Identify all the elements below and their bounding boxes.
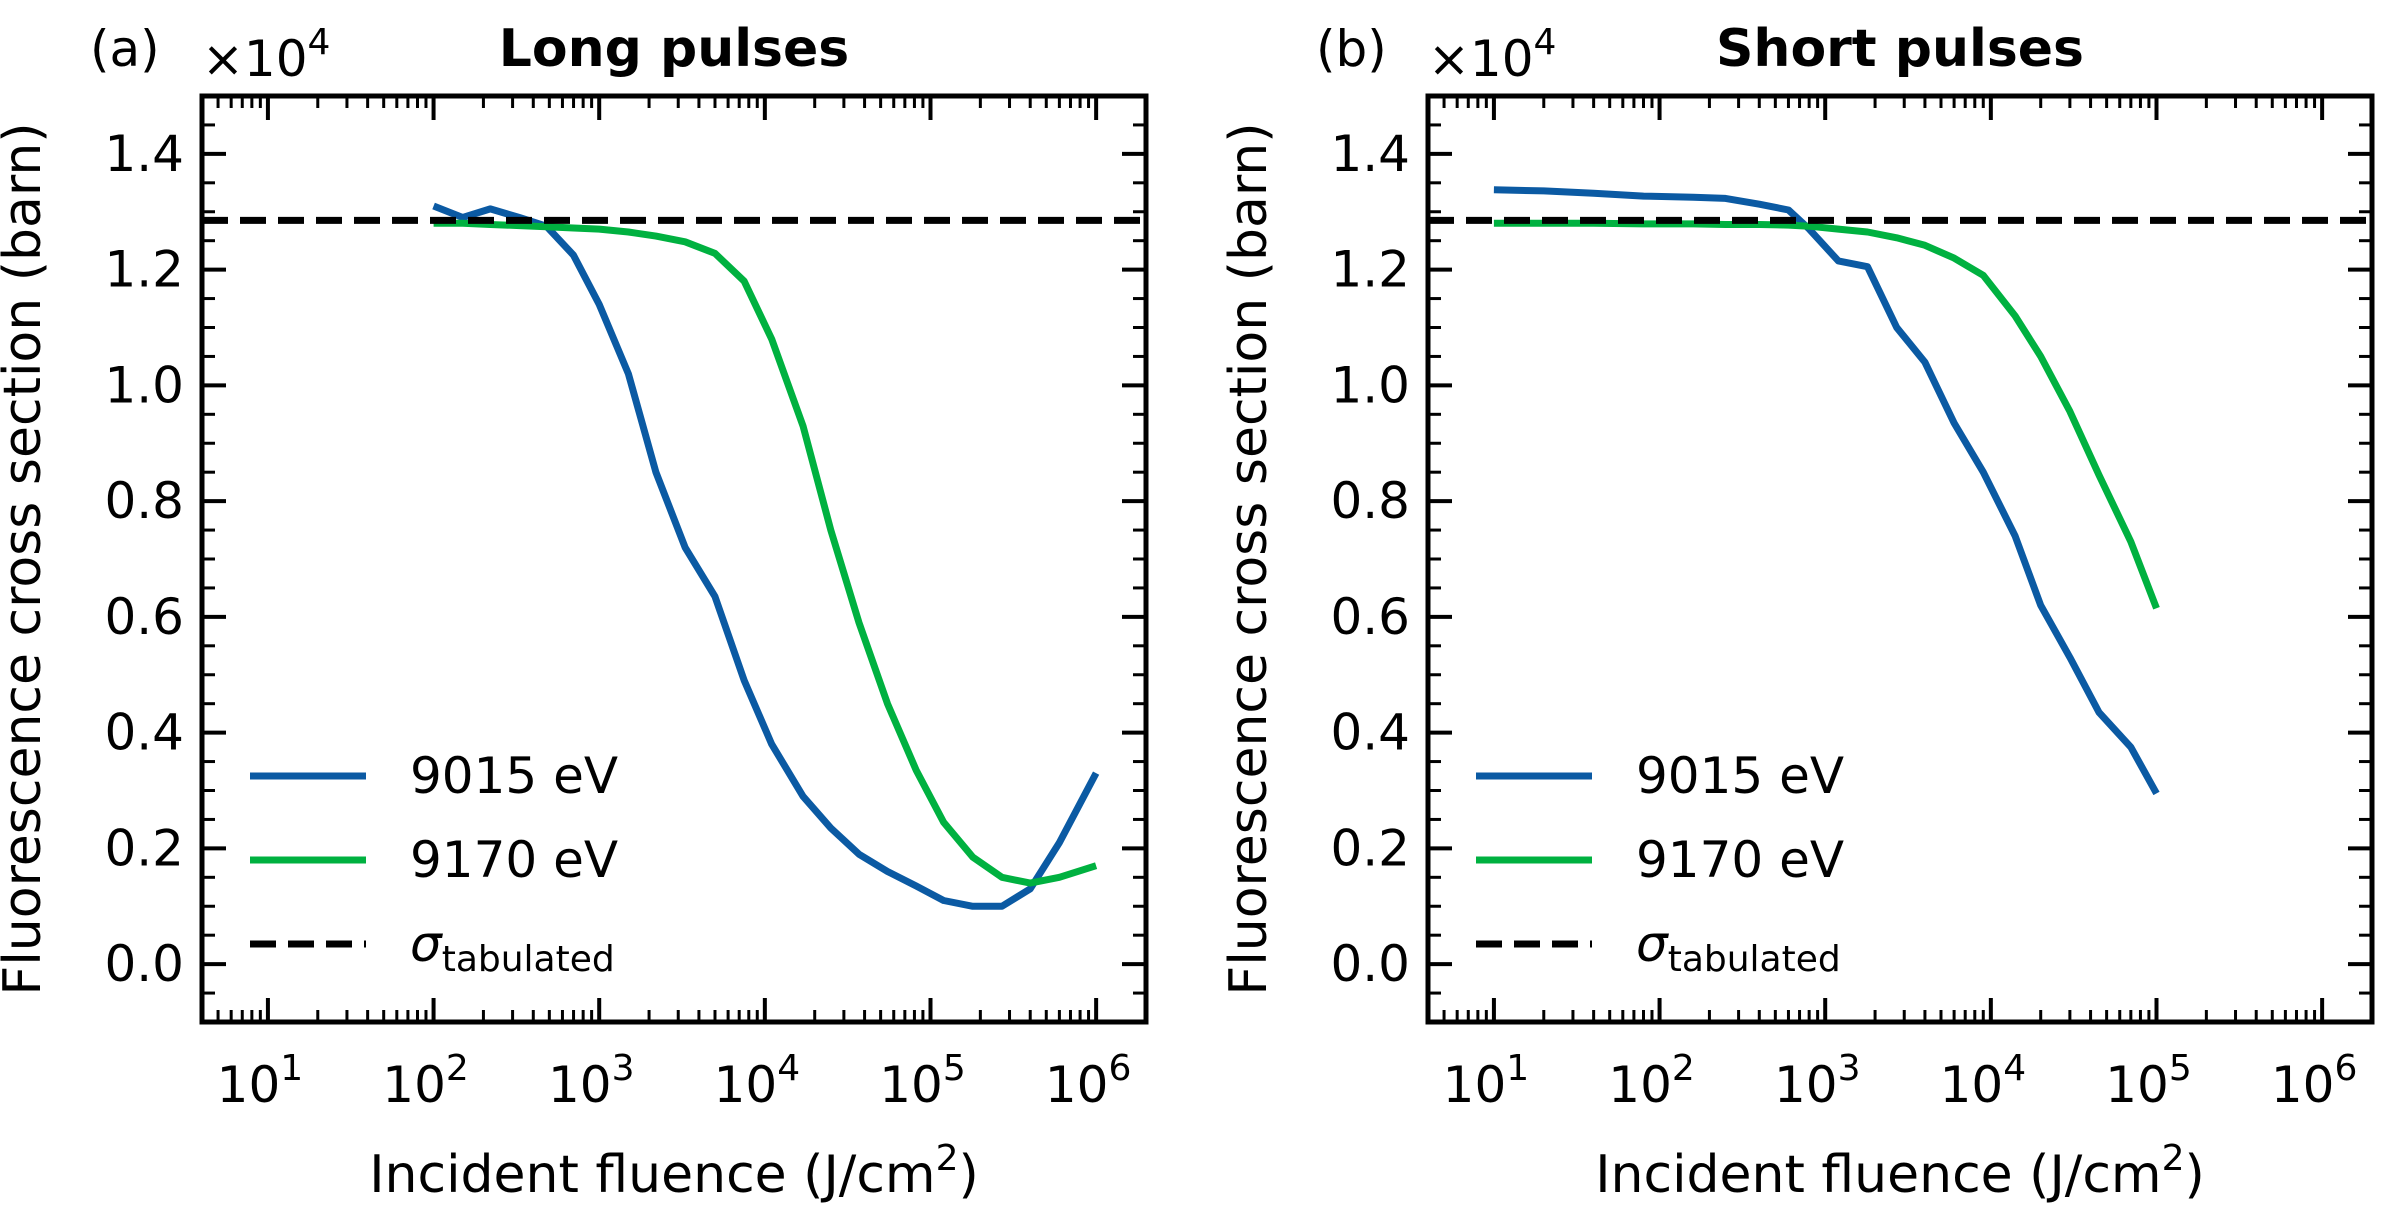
- y-tick-label: 0.6: [104, 588, 184, 646]
- legend-entry: 9015 eV: [410, 747, 618, 805]
- y-tick-label: 0.2: [104, 819, 184, 877]
- x-tick-label: 101: [217, 1048, 304, 1114]
- x-axis-label: Incident fluence (J/cm2): [1595, 1138, 2205, 1205]
- x-tick-label: 104: [1940, 1048, 2027, 1114]
- chart-title: Short pulses: [1716, 19, 2084, 79]
- y-tick-label: 0.0: [1330, 935, 1410, 993]
- x-tick-label: 102: [382, 1048, 469, 1114]
- y-tick-label: 0.2: [1330, 819, 1410, 877]
- x-tick-label: 106: [1045, 1048, 1132, 1114]
- legend-entry: 9015 eV: [1636, 747, 1844, 805]
- chart-panel-a: 0.0 0.2 0.4 0.6 0.8 1.0 1.2 1.4 101 102 103 104 105 1…: [0, 19, 1149, 1205]
- legend-entry: σtabulated: [410, 915, 615, 980]
- y-tick-label: 0.4: [1330, 704, 1410, 762]
- y-tick-label: 0.8: [1330, 472, 1410, 530]
- y-tick-label: 1.0: [104, 356, 184, 414]
- series-line-9170-ev: [433, 219, 1098, 887]
- y-tick-label: 1.4: [104, 125, 184, 183]
- x-tick-label: 103: [548, 1048, 635, 1114]
- y-axis-label: Fluorescence cross section (barn): [1219, 122, 1279, 995]
- y-tick-label: 0.8: [104, 472, 184, 530]
- x-axis-label: Incident fluence (J/cm2): [369, 1138, 979, 1205]
- y-axis-multiplier: ×104: [202, 22, 330, 88]
- legend-entry: 9170 eV: [1636, 831, 1844, 889]
- y-tick-label: 1.2: [1330, 241, 1410, 299]
- axes-frame: [1425, 93, 2375, 1025]
- series-line-9015-ev: [1493, 186, 2160, 796]
- panel-label: (a): [90, 20, 160, 78]
- y-tick-label: 0.4: [104, 704, 184, 762]
- y-tick-label: 1.4: [1330, 125, 1410, 183]
- legend-entry: σtabulated: [1636, 915, 1841, 980]
- x-tick-label: 105: [879, 1048, 966, 1114]
- y-tick-label: 0.6: [1330, 588, 1410, 646]
- y-axis-multiplier: ×104: [1428, 22, 1556, 88]
- x-tick-label: 103: [1774, 1048, 1861, 1114]
- chart-title: Long pulses: [499, 19, 849, 79]
- x-tick-label: 105: [2105, 1048, 2192, 1114]
- y-tick-label: 1.0: [1330, 356, 1410, 414]
- panel-label: (b): [1316, 20, 1387, 78]
- x-tick-label: 106: [2271, 1048, 2358, 1114]
- x-tick-label: 101: [1443, 1048, 1530, 1114]
- y-axis-label: Fluorescence cross section (barn): [0, 122, 53, 995]
- chart-panel-b: 0.0 0.2 0.4 0.6 0.8 1.0 1.2 1.4 101 102 103 104 105 1…: [1219, 19, 2375, 1205]
- x-tick-label: 102: [1608, 1048, 1695, 1114]
- series-line-9170-ev: [1493, 219, 2160, 610]
- legend: 9015 eV 9170 eV σtabulated: [250, 747, 618, 980]
- legend: 9015 eV 9170 eV σtabulated: [1476, 747, 1844, 980]
- y-tick-label: 1.2: [104, 241, 184, 299]
- x-tick-label: 104: [714, 1048, 801, 1114]
- y-tick-label: 0.0: [104, 935, 184, 993]
- legend-entry: 9170 eV: [410, 831, 618, 889]
- axes-frame: [199, 93, 1149, 1025]
